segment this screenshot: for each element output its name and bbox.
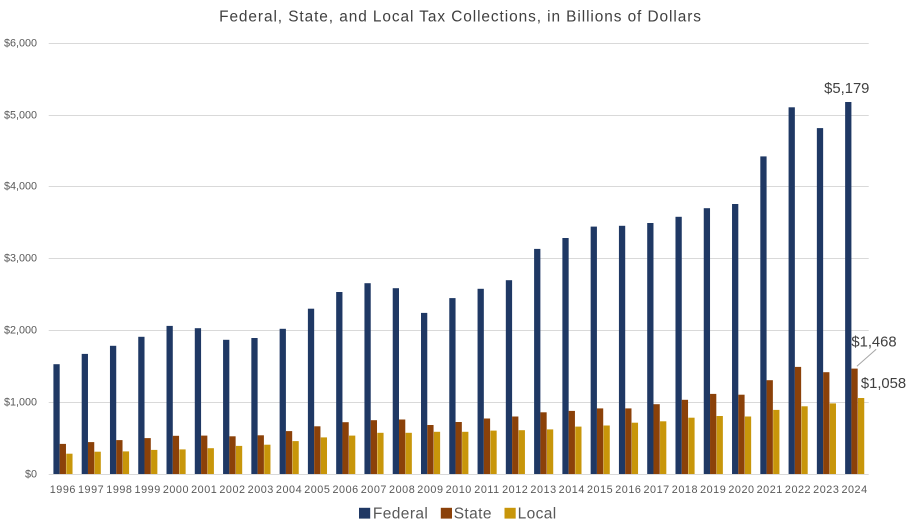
svg-text:2018: 2018 [672, 484, 698, 496]
svg-text:$2,000: $2,000 [4, 324, 37, 336]
svg-text:2007: 2007 [361, 484, 387, 496]
svg-text:2012: 2012 [502, 484, 528, 496]
svg-text:2009: 2009 [417, 484, 443, 496]
svg-text:2024: 2024 [841, 484, 867, 496]
svg-text:Federal: Federal [373, 506, 428, 523]
svg-text:$3,000: $3,000 [4, 252, 37, 264]
svg-text:$1,468: $1,468 [851, 335, 896, 351]
svg-text:1999: 1999 [135, 484, 161, 496]
svg-text:2021: 2021 [757, 484, 783, 496]
svg-text:2003: 2003 [248, 484, 274, 496]
svg-text:2013: 2013 [530, 484, 556, 496]
svg-text:1996: 1996 [50, 484, 76, 496]
svg-text:2020: 2020 [728, 484, 754, 496]
svg-text:$1,058: $1,058 [861, 376, 906, 392]
svg-text:2015: 2015 [587, 484, 613, 496]
svg-text:1997: 1997 [78, 484, 104, 496]
svg-text:2000: 2000 [163, 484, 189, 496]
svg-text:2004: 2004 [276, 484, 302, 496]
svg-text:2008: 2008 [389, 484, 415, 496]
svg-text:$0: $0 [25, 468, 37, 480]
svg-text:Local: Local [518, 506, 557, 523]
svg-text:State: State [454, 506, 492, 523]
svg-text:$5,179: $5,179 [824, 81, 869, 97]
svg-text:2010: 2010 [446, 484, 472, 496]
svg-text:2002: 2002 [219, 484, 245, 496]
svg-text:2017: 2017 [644, 484, 670, 496]
svg-text:Federal, State, and Local Tax: Federal, State, and Local Tax Collection… [219, 8, 702, 25]
svg-text:1998: 1998 [106, 484, 132, 496]
svg-text:2023: 2023 [813, 484, 839, 496]
svg-text:$1,000: $1,000 [4, 396, 37, 408]
svg-text:2006: 2006 [332, 484, 358, 496]
svg-text:$5,000: $5,000 [4, 109, 37, 121]
svg-text:2005: 2005 [304, 484, 330, 496]
svg-text:2001: 2001 [191, 484, 217, 496]
svg-text:2014: 2014 [559, 484, 585, 496]
svg-text:2019: 2019 [700, 484, 726, 496]
svg-text:2016: 2016 [615, 484, 641, 496]
svg-text:$6,000: $6,000 [4, 37, 37, 49]
svg-text:$4,000: $4,000 [4, 180, 37, 192]
svg-text:2011: 2011 [474, 484, 499, 496]
svg-text:2022: 2022 [785, 484, 811, 496]
